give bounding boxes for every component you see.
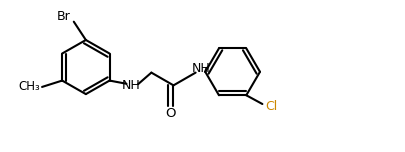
Text: Cl: Cl [265, 100, 277, 113]
Text: Br: Br [56, 10, 70, 23]
Text: O: O [166, 107, 176, 120]
Text: CH₃: CH₃ [19, 80, 40, 93]
Text: NH: NH [122, 79, 141, 92]
Text: NH: NH [192, 62, 211, 75]
